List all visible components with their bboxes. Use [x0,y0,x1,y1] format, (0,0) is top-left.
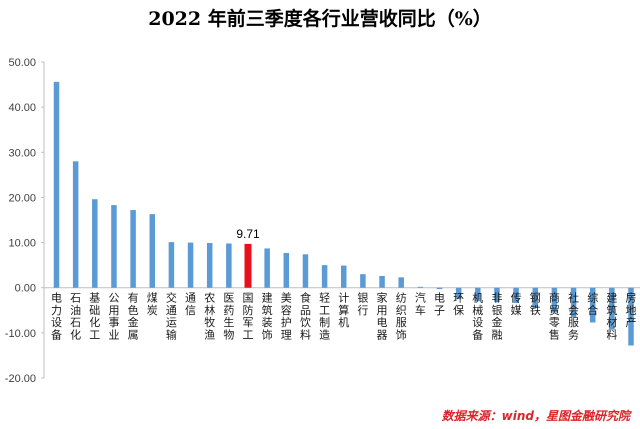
bar-房地产 [628,287,634,346]
x-tick-label: 公用事业 [108,292,119,342]
x-tick-label: 电子 [434,292,445,317]
y-tick-label: 0.00 [15,283,36,295]
x-tick-label: 非银金融 [491,292,502,342]
y-tick-label: 30.00 [8,147,36,159]
bar-家用电器 [379,275,385,288]
x-tick-label: 综合 [587,291,598,317]
data-source-note: 数据来源：wind，星图金融研究院 [441,409,630,423]
x-tick-label: 社会服务 [568,291,579,342]
bar-计算机 [341,265,347,288]
x-tick-label: 机械设备 [472,291,483,342]
bar-交通运输 [168,242,175,288]
bar-传媒 [513,287,519,304]
x-tick-label: 汽车 [415,291,426,317]
bar-汽车 [417,286,424,288]
x-tick-label: 煤炭 [147,292,158,317]
x-tick-label: 环保 [453,292,464,317]
data-label: 9.71 [236,227,260,241]
x-tick-label: 交通运输 [166,291,177,342]
bar-医药生物 [226,243,232,288]
bar-石油石化 [72,161,79,288]
y-tick-label: 50.00 [8,57,36,69]
bar-煤炭 [149,214,155,288]
x-tick-label: 传媒 [511,292,522,317]
x-tick-label: 电力设备 [51,292,62,342]
x-tick-label: 国防军工 [243,292,254,342]
x-tick-label: 基础化工 [89,292,100,342]
x-tick-label: 通信 [185,292,196,317]
bar-电力设备 [53,81,60,288]
x-tick-label: 石油石化 [70,292,81,342]
x-tick-label: 建筑材料 [606,291,617,342]
y-tick-label: 10.00 [8,238,36,250]
x-tick-label: 建筑装饰 [262,291,273,342]
bar-钢铁 [532,287,538,309]
y-tick-label: -10.00 [5,328,36,340]
chart-title: 2022 年前三季度各行业营收同比（%） [148,8,492,30]
bar-国防军工 [244,243,252,288]
y-tick-label: -20.00 [5,373,36,385]
bar-商贸零售 [551,287,558,313]
bar-通信 [187,242,194,288]
x-tick-label: 轻工制造 [319,291,330,342]
bar-美容护理 [283,252,290,288]
x-tick-label: 计算机 [338,292,349,329]
bar-建筑材料 [609,287,615,330]
bar-环保 [455,287,462,299]
x-tick-label: 房地产 [626,292,637,329]
bar-综合 [589,287,596,323]
x-tick-label: 食品饮料 [300,291,311,342]
x-tick-label: 银行 [357,291,368,317]
bar-电子 [436,287,443,290]
bar-轻工制造 [321,265,328,288]
bar-纺织服饰 [398,277,404,288]
bar-有色金属 [130,210,136,288]
y-tick-label: 20.00 [8,192,36,204]
bar-银行 [360,274,366,288]
x-tick-label: 家用电器 [377,291,388,342]
x-tick-label: 医药生物 [223,292,234,342]
x-tick-label: 农林牧渔 [204,291,215,342]
bar-食品饮料 [302,254,309,288]
bar-公用事业 [111,205,117,288]
x-tick-label: 钢铁 [530,292,541,317]
x-tick-label: 美容护理 [281,292,292,342]
bar-社会服务 [570,287,577,318]
x-tick-label: 纺织服饰 [396,291,407,342]
bar-基础化工 [92,199,98,288]
bar-非银金融 [494,287,500,303]
bar-农林牧渔 [206,243,213,288]
bar-建筑装饰 [264,248,270,288]
x-tick-label: 商贸零售 [549,291,560,342]
x-tick-label: 有色金属 [128,291,139,342]
y-tick-label: 40.00 [8,102,36,114]
bar-机械设备 [475,287,481,302]
